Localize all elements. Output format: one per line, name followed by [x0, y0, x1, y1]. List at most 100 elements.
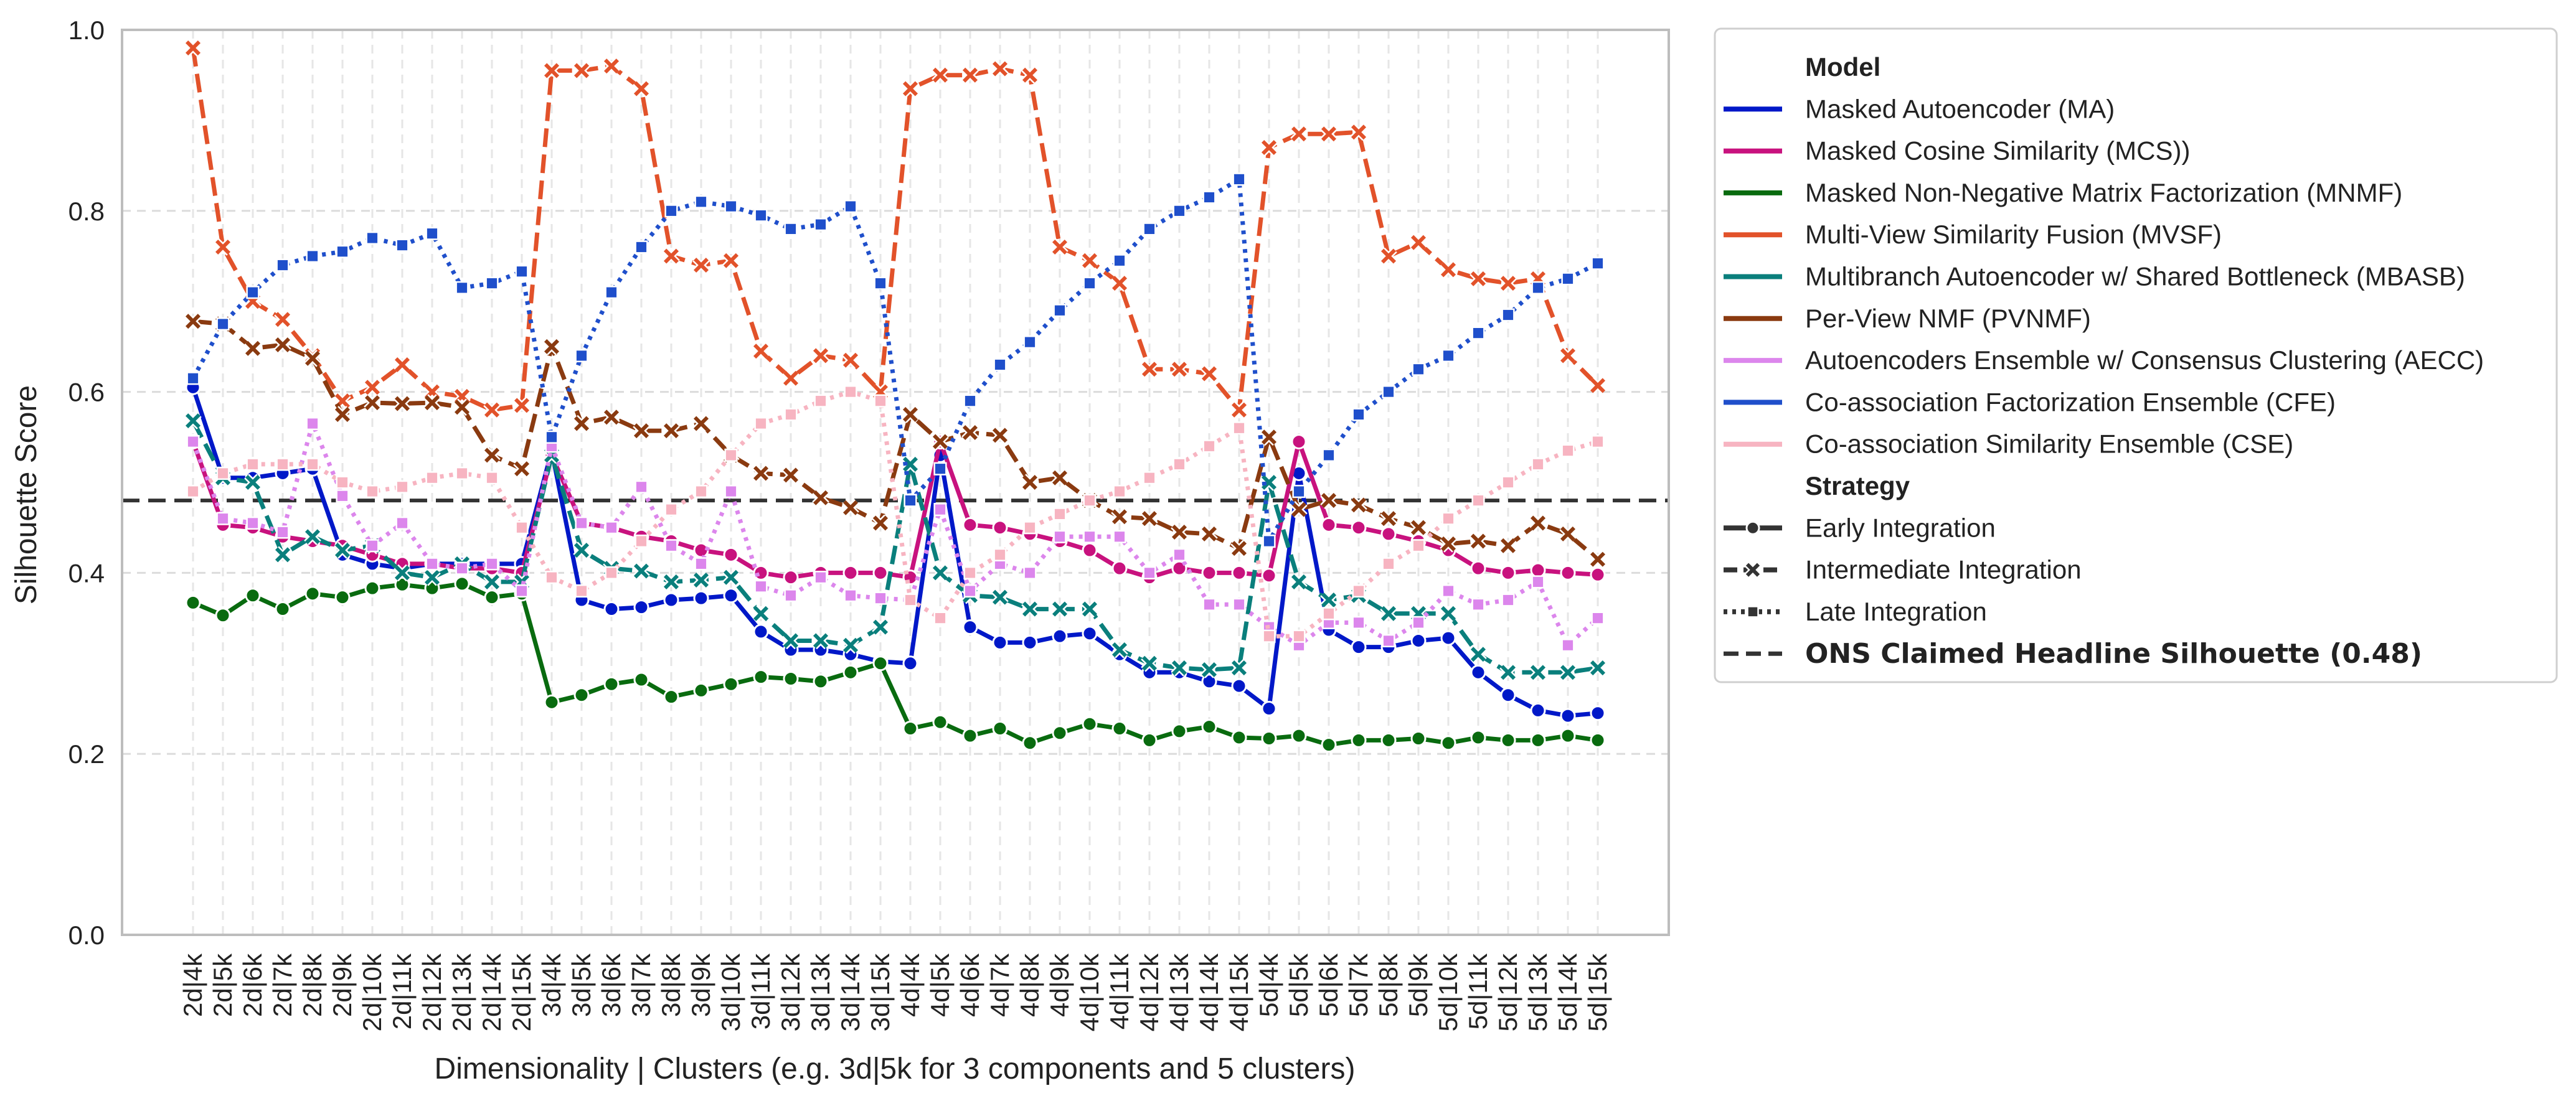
x-tick-label: 5d|15k [1583, 953, 1612, 1031]
data-point [1501, 308, 1515, 322]
data-point [543, 338, 560, 355]
marker-stroke [275, 337, 291, 353]
marker-stroke [1052, 601, 1068, 617]
marker-stroke [484, 402, 500, 418]
marker-stroke [304, 529, 321, 545]
marker-stroke [813, 490, 829, 505]
data-point [842, 636, 859, 654]
data-point [753, 565, 769, 581]
data-point [513, 396, 531, 415]
data-point [454, 576, 470, 592]
data-point [1747, 606, 1759, 618]
series-layer [184, 39, 1606, 753]
data-point [515, 265, 529, 278]
series-7 [186, 172, 1605, 548]
data-point [992, 634, 1008, 650]
marker-stroke [1141, 655, 1158, 671]
data-point [364, 378, 381, 396]
data-point [693, 682, 709, 698]
data-point [1501, 593, 1515, 607]
data-point [573, 415, 590, 433]
marker-stroke [783, 467, 799, 483]
data-point [1202, 190, 1216, 204]
data-point [395, 480, 409, 494]
data-point [605, 286, 618, 299]
marker-stroke [992, 61, 1008, 77]
marker-stroke [872, 515, 889, 531]
data-point [633, 80, 650, 98]
marker-stroke [1201, 526, 1217, 541]
x-tick-label: 3d|9k [686, 953, 715, 1017]
data-point [1412, 616, 1425, 629]
data-point [1260, 139, 1278, 156]
marker-stroke [1111, 642, 1128, 658]
data-point [1382, 634, 1395, 648]
data-point [902, 720, 918, 736]
x-tick-label: 2d|14k [477, 953, 506, 1031]
data-point [1560, 565, 1576, 581]
data-point [933, 503, 947, 517]
marker-stroke [394, 357, 410, 373]
data-point [903, 494, 917, 507]
data-point [635, 240, 648, 254]
x-tick-label: 4d|11k [1105, 953, 1134, 1029]
data-point [1351, 732, 1367, 748]
data-point [1440, 735, 1456, 751]
marker-stroke [1321, 126, 1337, 142]
data-point [1291, 728, 1307, 744]
x-tick-label: 5d|6k [1314, 953, 1343, 1017]
data-point [1499, 274, 1517, 292]
data-point [184, 312, 202, 330]
marker-stroke [364, 395, 380, 411]
marker-stroke [484, 574, 500, 589]
data-point [1113, 484, 1126, 499]
data-point [1531, 281, 1545, 294]
data-point [872, 565, 889, 581]
data-point [664, 503, 678, 517]
data-point [1529, 663, 1547, 682]
x-tick-label: 2d|10k [357, 953, 387, 1031]
data-point [274, 336, 291, 354]
data-point [991, 588, 1009, 606]
marker-stroke [1231, 541, 1247, 556]
data-point [753, 669, 769, 685]
data-point [485, 276, 499, 290]
data-point [366, 231, 379, 245]
x-tick-label: 2d|7k [268, 953, 297, 1017]
data-point [246, 286, 260, 299]
data-point [453, 398, 471, 416]
data-point [1501, 476, 1515, 489]
marker-stroke [1560, 665, 1576, 680]
data-point [1441, 512, 1455, 525]
data-point [1530, 732, 1546, 748]
data-point [244, 474, 262, 491]
data-point [484, 589, 500, 606]
data-point [1589, 377, 1606, 395]
data-point [1440, 630, 1456, 646]
data-point [276, 525, 290, 539]
data-point [304, 528, 321, 546]
marker-stroke [902, 456, 918, 472]
x-tick-label: 3d|11k [746, 953, 775, 1029]
data-point [1201, 565, 1217, 581]
marker-stroke [573, 63, 590, 78]
data-point [753, 624, 769, 640]
data-point [693, 542, 709, 558]
data-point [932, 66, 949, 84]
data-point [1111, 641, 1128, 658]
marker-stroke [1171, 660, 1187, 676]
marker-stroke [932, 434, 948, 449]
marker-stroke [1470, 647, 1486, 662]
data-point [902, 655, 918, 672]
grid-layer [122, 29, 1669, 936]
marker-stroke [1291, 502, 1307, 517]
legend-strategy-early: Early Integration [1805, 513, 1996, 542]
marker-stroke [842, 637, 859, 653]
data-point [364, 580, 380, 596]
series-2 [185, 576, 1606, 753]
marker-stroke [1321, 592, 1337, 608]
marker-stroke [424, 569, 440, 585]
marker-stroke [364, 380, 380, 395]
marker-stroke [962, 425, 978, 441]
data-point [1052, 725, 1068, 741]
